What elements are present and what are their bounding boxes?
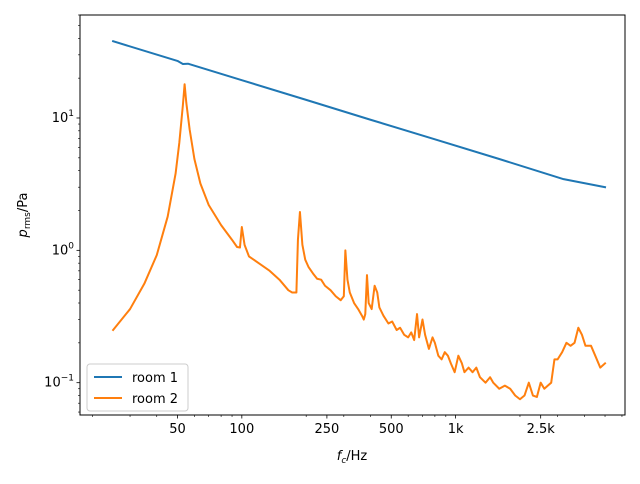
x-tick-label-1k: 1k xyxy=(448,422,464,437)
legend-label-room-1: room 1 xyxy=(132,371,178,386)
x-axis-label-symbol: f xyxy=(337,449,344,464)
y-axis-label-symbol: p xyxy=(16,229,31,238)
series-line-room-1 xyxy=(111,40,607,189)
series-layer xyxy=(111,40,607,401)
y-axis-ticks: 10−1 100 101 xyxy=(44,14,80,413)
legend: room 1 room 2 xyxy=(86,363,189,412)
y-axis-label-subscript: rms xyxy=(23,212,33,229)
y-tick-label-1: 101 xyxy=(52,109,74,126)
x-axis-label-subscript: c xyxy=(341,456,346,466)
x-tick-label-2.5k: 2.5k xyxy=(527,422,556,437)
x-tick-label-500: 500 xyxy=(379,422,404,437)
x-axis-label: fc/Hz xyxy=(337,449,368,466)
x-tick-label-250: 250 xyxy=(314,422,339,437)
y-axis-label-unit: /Pa xyxy=(16,193,31,213)
series-line-room-2 xyxy=(111,83,607,401)
x-tick-label-50: 50 xyxy=(169,422,186,437)
x-axis-label-unit: /Hz xyxy=(346,449,367,464)
legend-box xyxy=(86,363,189,412)
y-axis-label: prms/Pa xyxy=(16,193,33,239)
y-tick-label-0: 100 xyxy=(52,241,75,258)
legend-label-room-2: room 2 xyxy=(132,392,178,407)
plot-frame xyxy=(79,14,626,416)
x-tick-label-100: 100 xyxy=(229,422,254,437)
y-tick-label-−1: 10−1 xyxy=(44,374,74,391)
x-axis-ticks: 50 100 250 500 1k 2.5k xyxy=(92,415,623,437)
